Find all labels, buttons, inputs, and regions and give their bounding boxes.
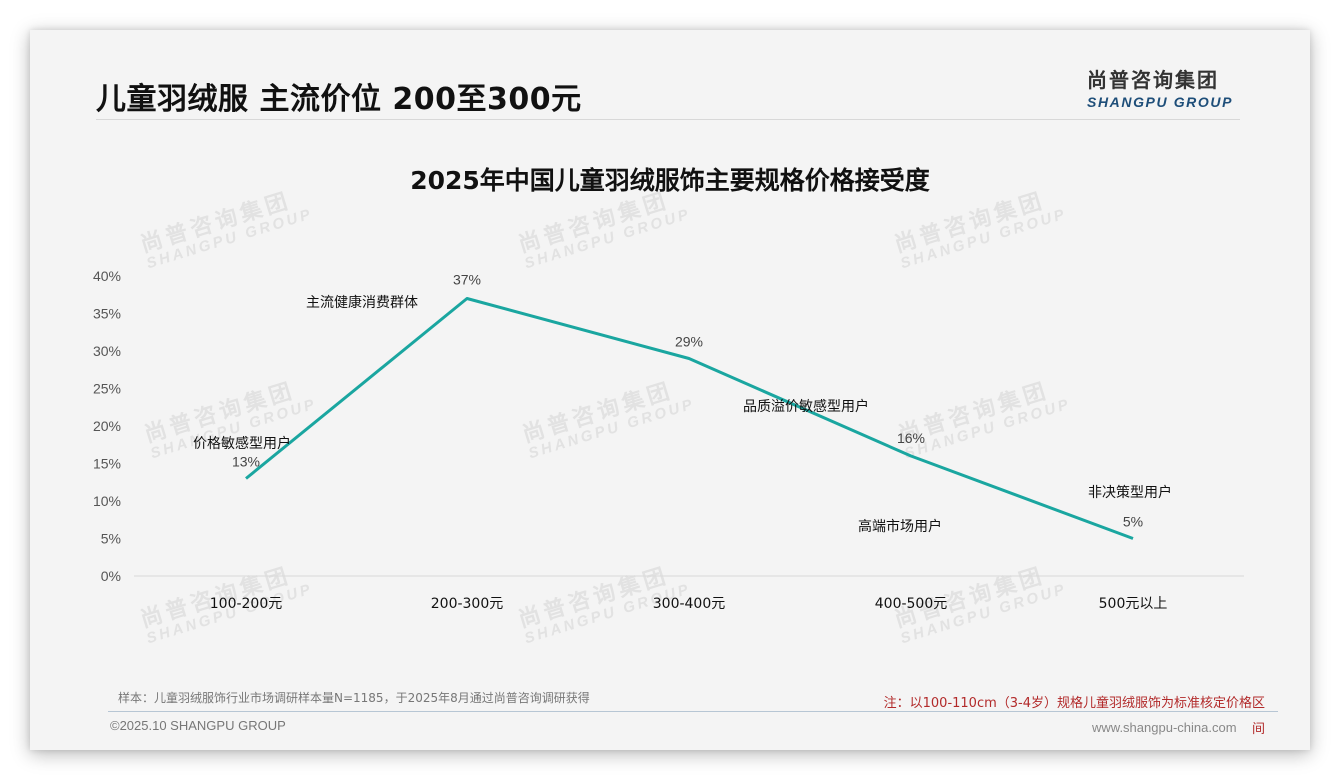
y-tick-label: 35% (93, 306, 121, 322)
y-tick-label: 40% (93, 268, 121, 284)
logo-cn: 尚普咨询集团 (1087, 68, 1219, 92)
y-axis: 0% 5% 10% 15% 20% 25% 30% 35% 40% (93, 268, 121, 584)
x-tick-label: 100-200元 (210, 596, 283, 612)
website-link[interactable]: www.shangpu-china.com (1092, 720, 1237, 735)
price-note: 注：以100-110cm（3-4岁）规格儿童羽绒服饰为标准核定价格区间 (883, 696, 1265, 737)
sample-note: 样本：儿童羽绒服饰行业市场调研样本量N=1185，于2025年8月通过尚普咨询调… (118, 691, 590, 705)
title-divider (96, 119, 1240, 120)
logo-en: SHANGPU GROUP (1087, 94, 1234, 110)
y-tick-label: 0% (101, 568, 121, 584)
x-axis: 100-200元 200-300元 300-400元 400-500元 500元以上 (210, 596, 1168, 612)
segment-annotation: 高端市场用户 (858, 518, 942, 535)
segment-annotation: 主流健康消费群体 (306, 294, 418, 311)
data-value-label: 13% (232, 454, 260, 470)
data-value-label: 29% (675, 334, 703, 350)
y-tick-label: 25% (93, 381, 121, 397)
line-chart: 0% 5% 10% 15% 20% 25% 30% 35% 40% 100-200元 200-30… (93, 268, 1244, 612)
y-tick-label: 30% (93, 343, 121, 359)
series-line (245, 297, 1134, 540)
x-tick-label: 400-500元 (875, 596, 948, 612)
segment-annotation: 价格敏感型用户 (193, 435, 291, 452)
y-tick-label: 20% (93, 418, 121, 434)
page-title: 儿童羽绒服 主流价位 200至300元 (96, 82, 582, 117)
copyright: ©2025.10 SHANGPU GROUP (110, 718, 286, 733)
value-labels: 13% 37% 29% 16% 5% (232, 272, 1143, 530)
x-tick-label: 500元以上 (1099, 596, 1168, 612)
slide: 尚普咨询集团 SHANGPU GROUP 尚普咨询集团 SHANGPU GROUP … (30, 30, 1310, 750)
company-logo: 尚普咨询集团 SHANGPU GROUP (1087, 64, 1233, 110)
x-tick-label: 300-400元 (653, 596, 726, 612)
data-value-label: 5% (1123, 514, 1143, 530)
segment-annotation: 品质溢价敏感型用户 (743, 398, 869, 415)
chart-title: 2025年中国儿童羽绒服饰主要规格价格接受度 (410, 166, 930, 195)
x-tick-label: 200-300元 (431, 596, 504, 612)
y-tick-label: 5% (101, 531, 121, 547)
data-value-label: 16% (897, 430, 925, 446)
y-tick-label: 10% (93, 493, 121, 509)
segment-annotation: 非决策型用户 (1088, 484, 1172, 501)
data-value-label: 37% (453, 272, 481, 288)
y-tick-label: 15% (93, 456, 121, 472)
footer-divider (108, 711, 1278, 712)
